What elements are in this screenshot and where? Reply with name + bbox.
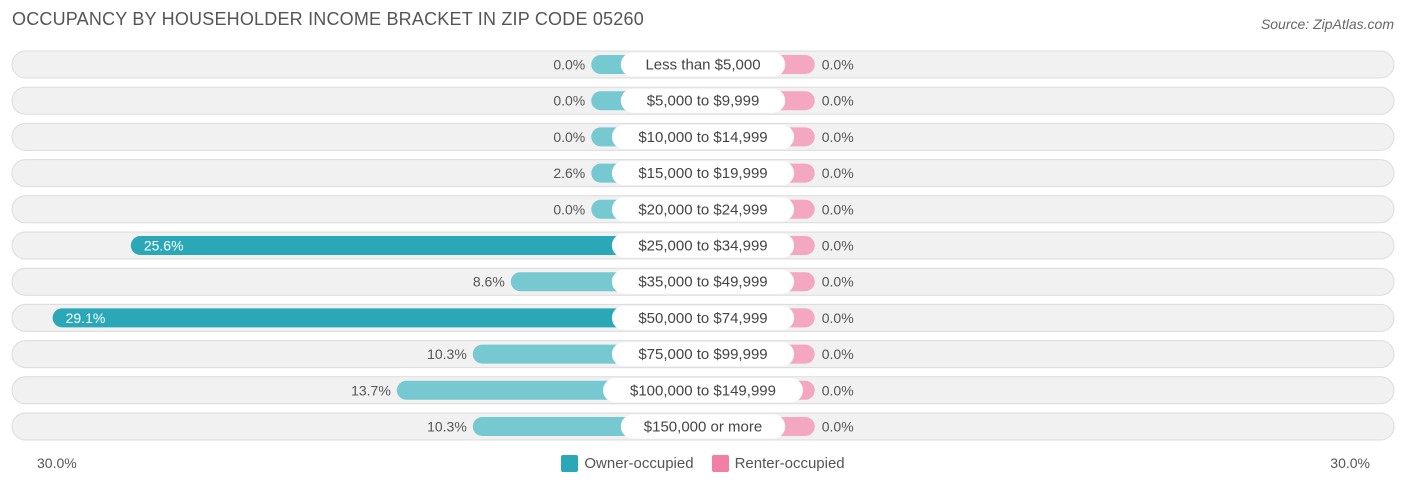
category-label: $5,000 to $9,999 <box>647 93 760 110</box>
category-label: Less than $5,000 <box>645 57 760 74</box>
category-pill <box>611 305 795 330</box>
chart-source: Source: ZipAtlas.com <box>1260 16 1394 32</box>
owner-value-label: 25.6% <box>144 238 184 254</box>
renter-value-label: 0.0% <box>822 419 854 435</box>
category-label: $150,000 or more <box>644 419 762 436</box>
legend-swatch-renter <box>711 454 729 472</box>
category-label: $100,000 to $149,999 <box>630 382 776 399</box>
category-pill <box>611 161 795 186</box>
category-label: $20,000 to $24,999 <box>638 201 767 218</box>
owner-value-label: 0.0% <box>553 93 585 109</box>
category-label: $35,000 to $49,999 <box>638 274 767 291</box>
category-pill <box>611 342 795 367</box>
legend-item-renter[interactable]: Renter-occupied <box>711 453 845 473</box>
owner-value-label: 0.0% <box>553 129 585 145</box>
renter-value-label: 0.0% <box>822 93 854 109</box>
renter-value-label: 0.0% <box>822 346 854 362</box>
renter-value-label: 0.0% <box>822 274 854 290</box>
renter-value-label: 0.0% <box>822 165 854 181</box>
owner-value-label: 0.0% <box>553 57 585 73</box>
category-pill <box>620 52 786 77</box>
category-label: $10,000 to $14,999 <box>638 129 767 146</box>
renter-value-label: 0.0% <box>822 238 854 254</box>
category-label: $50,000 to $74,999 <box>638 310 767 327</box>
axis-label-left: 30.0% <box>37 455 77 471</box>
renter-value-label: 0.0% <box>822 201 854 217</box>
owner-bar <box>52 308 704 328</box>
chart-legend: Owner-occupied Renter-occupied <box>0 453 1406 473</box>
category-pill <box>620 88 786 113</box>
category-pill <box>620 414 786 439</box>
owner-value-label: 2.6% <box>553 165 585 181</box>
legend-label-renter: Renter-occupied <box>734 454 845 472</box>
chart-plot: 0.0% 0.0% Less than $5,000 0.0% 0.0% $5,000 t… <box>11 50 1395 441</box>
renter-value-label: 0.0% <box>822 57 854 73</box>
owner-value-label: 13.7% <box>351 382 391 398</box>
legend-swatch-owner <box>561 454 579 472</box>
axis-label-right: 30.0% <box>1330 455 1370 471</box>
owner-value-label: 10.3% <box>427 419 467 435</box>
category-label: $25,000 to $34,999 <box>638 238 767 255</box>
category-label: $15,000 to $19,999 <box>638 165 767 182</box>
category-pill <box>611 233 795 258</box>
category-label: $75,000 to $99,999 <box>638 346 767 363</box>
category-pill <box>611 124 795 149</box>
owner-value-label: 0.0% <box>553 201 585 217</box>
renter-value-label: 0.0% <box>822 310 854 326</box>
legend-label-owner: Owner-occupied <box>584 454 694 472</box>
category-pill <box>611 269 795 294</box>
owner-value-label: 10.3% <box>427 346 467 362</box>
renter-value-label: 0.0% <box>822 129 854 145</box>
legend-item-owner[interactable]: Owner-occupied <box>561 453 694 473</box>
renter-value-label: 0.0% <box>822 382 854 398</box>
owner-value-label: 8.6% <box>473 274 505 290</box>
chart-title: OCCUPANCY BY HOUSEHOLDER INCOME BRACKET … <box>12 9 644 29</box>
owner-bar <box>130 236 704 255</box>
category-pill <box>603 378 803 403</box>
owner-value-label: 29.1% <box>66 310 106 326</box>
category-pill <box>611 197 795 222</box>
